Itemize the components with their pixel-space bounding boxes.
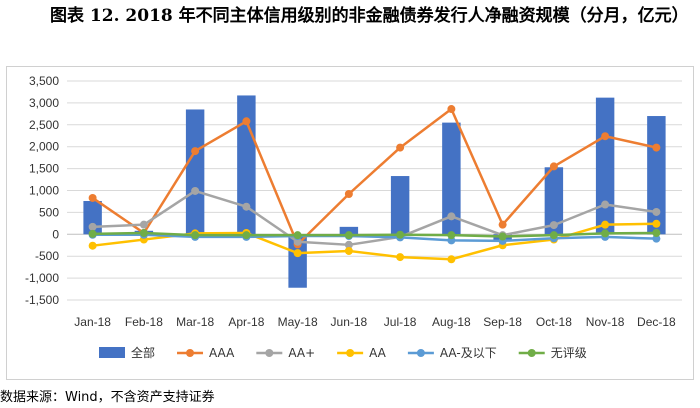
point-AA+ [549,221,558,230]
chart-caption: 图表 12. 2018 年不同主体信用级别的非金融债券发行人净融资规模（分月，亿… [50,6,689,26]
x-tick-label: May-18 [278,315,318,329]
point-AA+ [293,237,302,246]
point-AA [344,246,353,255]
bar-全部 [237,95,256,235]
point-AA+ [652,207,661,216]
point-AAA [396,143,405,152]
bar-全部 [647,116,666,235]
bar-全部 [339,226,359,235]
point-无评级 [88,229,97,238]
legend-marker-无评级 [527,349,536,357]
point-无评级 [498,232,507,241]
point-AAA [652,143,661,152]
chart-frame: 3,500 3,000 2,500 2,000 1,500 1,000 500 0 -500 -1… [6,66,694,380]
bar-全部 [442,122,461,235]
y-tick-label: 2,000 [29,140,59,154]
point-AA+ [601,200,610,209]
bar-全部 [185,109,205,235]
y-tick-label: 3,000 [29,96,59,110]
point-无评级 [344,231,353,240]
point-AAA [549,162,558,171]
source-note: 数据来源：Wind，不含资产支持证券 [0,390,215,405]
point-无评级 [242,231,251,240]
legend-marker-AA [346,349,355,357]
legend-label: AA-及以下 [440,346,497,360]
legend-label: AA+ [288,346,315,360]
point-AA+ [242,202,251,211]
point-AAA [601,132,610,141]
point-无评级 [447,231,456,240]
point-AA [601,220,610,229]
legend-marker-AA-及以下 [416,349,425,357]
x-tick-label: Nov-18 [586,315,625,329]
x-tick-label: Aug-18 [432,315,471,329]
point-AA+ [139,220,148,229]
y-tick-label: -1,500 [25,293,59,307]
y-tick-label: 0 [52,227,59,241]
point-无评级 [293,231,302,240]
line-无评级 [92,231,657,238]
point-AA+ [447,212,456,221]
point-AA+ [191,186,200,195]
bar-全部 [288,234,307,288]
point-AA [652,219,661,228]
point-无评级 [601,229,610,238]
point-AA [396,253,405,262]
legend-marker-AA+ [265,349,274,357]
y-tick-label: 3,500 [29,74,59,88]
point-AA+ [344,240,353,249]
x-tick-label: Feb-18 [125,315,163,329]
bar-全部 [544,167,564,235]
x-tick-label: Apr-18 [228,315,264,329]
legend-swatch-全部 [99,347,125,358]
x-tick-label: Jan-18 [74,315,111,329]
y-tick-label: 1,500 [29,162,59,176]
bar-全部 [595,97,615,235]
bar-全部 [390,176,410,235]
legend-label: 无评级 [551,346,587,360]
x-tick-label: Sep-18 [483,315,522,329]
point-AA+ [88,222,97,231]
point-无评级 [191,231,200,240]
line-AAA [91,107,657,246]
point-AAA [447,105,456,114]
x-tick-label: Jul-18 [384,315,417,329]
line-AA+ [92,189,657,247]
chart-svg: 3,500 3,000 2,500 2,000 1,500 1,000 500 0 -500 -1… [25,74,682,360]
legend-label: AAA [209,346,235,360]
point-无评级 [652,228,661,237]
point-AAA [498,220,507,229]
legend-label: 全部 [131,345,155,360]
y-tick-label: -1,000 [25,271,59,285]
point-AAA [242,117,251,126]
x-tick-label: Oct-18 [536,315,572,329]
point-AA-及以下 [652,234,661,243]
point-无评级 [549,231,558,240]
y-tick-label: 1,000 [29,184,59,198]
x-tick-label: Jun-18 [331,315,368,329]
y-tick-label: 2,500 [29,118,59,132]
point-AAA [191,147,200,156]
x-tick-label: Dec-18 [637,315,676,329]
point-无评级 [139,228,148,237]
point-AA [447,255,456,264]
x-tick-label: Mar-18 [176,315,214,329]
y-tick-label: -500 [35,249,59,263]
point-AAA [88,193,97,202]
point-AA [293,249,302,258]
point-AA [88,241,97,250]
point-AAA [344,190,353,199]
legend-label: AA [369,346,387,360]
point-无评级 [396,230,405,239]
line-AA-及以下 [92,233,657,243]
legend-marker-AAA [186,349,195,357]
y-tick-label: 500 [39,205,59,219]
